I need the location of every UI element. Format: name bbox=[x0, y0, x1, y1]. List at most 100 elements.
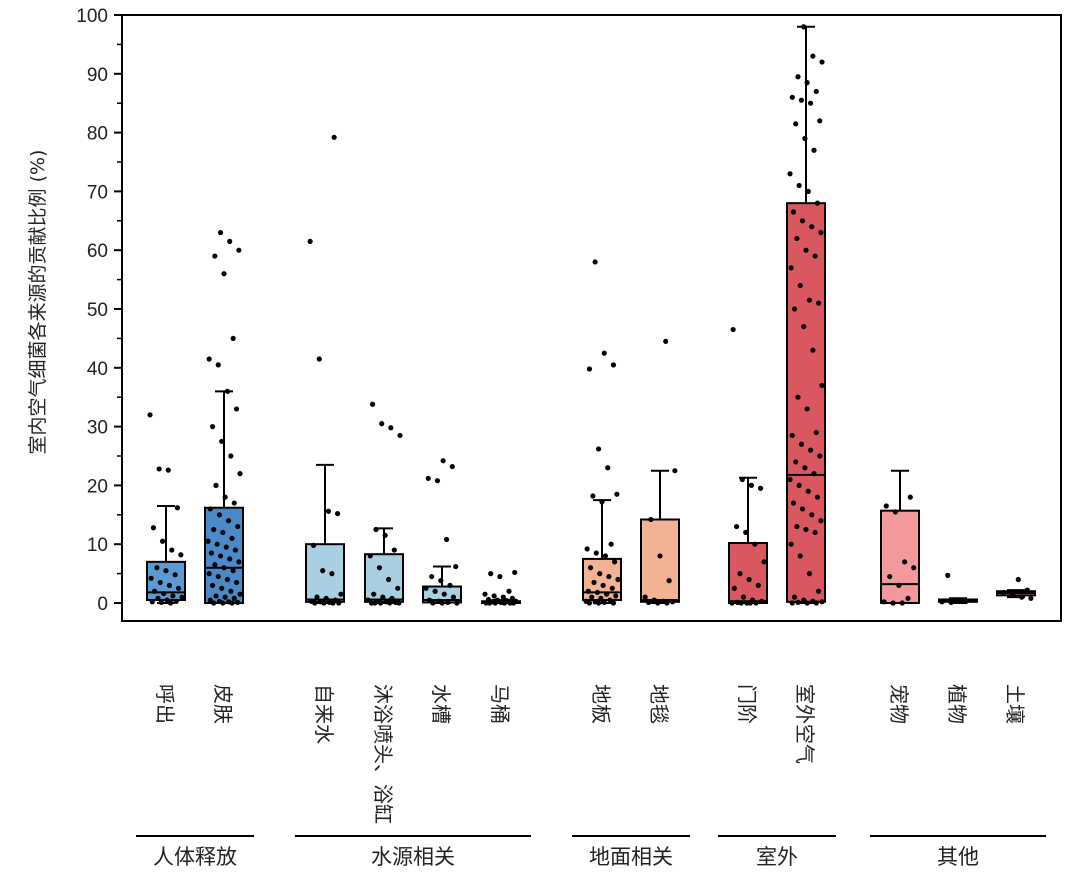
data-point bbox=[205, 538, 211, 544]
data-point bbox=[794, 523, 800, 530]
data-point bbox=[159, 538, 166, 544]
box-iqr bbox=[728, 542, 768, 604]
data-point bbox=[443, 536, 450, 543]
y-tick-label: 80 bbox=[87, 124, 108, 145]
data-point bbox=[491, 593, 497, 599]
data-point bbox=[799, 218, 806, 224]
data-point bbox=[430, 600, 436, 606]
data-point bbox=[796, 182, 802, 189]
data-point bbox=[911, 565, 917, 571]
data-point bbox=[586, 600, 593, 606]
group-label: 人体释放 bbox=[153, 845, 237, 869]
data-point bbox=[746, 576, 752, 583]
y-tick-label: 10 bbox=[87, 535, 108, 556]
data-point bbox=[598, 595, 604, 601]
box-3 bbox=[305, 463, 345, 604]
y-tick-label: 30 bbox=[87, 418, 108, 439]
data-point bbox=[224, 388, 231, 394]
data-point bbox=[331, 134, 337, 140]
data-point bbox=[365, 597, 371, 603]
points-10 bbox=[787, 24, 825, 606]
data-point bbox=[225, 518, 232, 524]
data-point bbox=[221, 271, 227, 277]
data-point bbox=[175, 585, 182, 591]
data-point bbox=[807, 100, 814, 106]
data-point bbox=[887, 573, 893, 580]
data-point bbox=[963, 598, 969, 604]
category-label: 自来水 bbox=[312, 684, 336, 744]
data-point bbox=[228, 453, 234, 459]
points-1 bbox=[147, 412, 185, 606]
data-point bbox=[663, 338, 669, 344]
data-point bbox=[794, 235, 800, 242]
data-point bbox=[382, 532, 388, 538]
data-point bbox=[1000, 589, 1007, 596]
group-室外: 室外 bbox=[718, 835, 836, 869]
data-point bbox=[733, 523, 740, 530]
data-point bbox=[233, 406, 240, 412]
data-point bbox=[235, 599, 241, 606]
data-point bbox=[657, 553, 663, 559]
data-point bbox=[216, 512, 223, 518]
y-axis-title: 室内空气细菌各来源的贡献比例 (%) bbox=[27, 150, 49, 455]
data-point bbox=[799, 506, 806, 512]
data-point bbox=[167, 600, 174, 606]
data-point bbox=[174, 505, 181, 511]
data-point bbox=[1009, 591, 1016, 597]
data-point bbox=[609, 585, 615, 591]
data-point bbox=[593, 550, 599, 556]
data-point bbox=[812, 253, 818, 259]
data-point bbox=[221, 565, 227, 571]
data-point bbox=[207, 506, 213, 512]
data-point bbox=[819, 382, 825, 389]
data-point bbox=[227, 556, 233, 562]
y-axis-ticks: 0 10 20 30 40 50 60 70 80 90 100 bbox=[76, 6, 122, 615]
data-point bbox=[601, 599, 607, 606]
data-point bbox=[222, 494, 228, 500]
box-4 bbox=[364, 527, 404, 604]
data-point bbox=[809, 224, 815, 230]
data-point bbox=[805, 488, 811, 494]
points-5 bbox=[423, 458, 460, 606]
data-point bbox=[336, 600, 342, 606]
data-point bbox=[439, 600, 445, 606]
data-point bbox=[230, 335, 236, 341]
data-point bbox=[755, 582, 761, 588]
data-point bbox=[506, 588, 512, 594]
category-label: 门阶 bbox=[735, 684, 759, 724]
data-point bbox=[939, 599, 945, 605]
data-point bbox=[169, 547, 175, 553]
data-point bbox=[149, 599, 155, 605]
data-point bbox=[890, 600, 896, 606]
data-point bbox=[804, 406, 810, 412]
data-point bbox=[206, 356, 212, 362]
box-iqr bbox=[786, 202, 826, 603]
data-point bbox=[219, 438, 225, 444]
data-point bbox=[166, 582, 173, 588]
data-point bbox=[813, 600, 819, 606]
data-point bbox=[213, 593, 219, 599]
data-point bbox=[651, 597, 657, 603]
data-point bbox=[164, 597, 170, 603]
data-point bbox=[590, 493, 596, 499]
data-point bbox=[151, 588, 158, 594]
data-point bbox=[229, 600, 235, 606]
box-iqr bbox=[305, 543, 345, 603]
points-6 bbox=[482, 569, 519, 606]
category-label: 地板 bbox=[589, 684, 613, 724]
data-point bbox=[323, 595, 329, 601]
data-point bbox=[329, 571, 335, 577]
data-point bbox=[150, 525, 157, 531]
data-point bbox=[806, 297, 813, 303]
data-point bbox=[796, 482, 802, 488]
data-point bbox=[220, 529, 226, 536]
data-point bbox=[231, 500, 237, 506]
data-point bbox=[438, 578, 444, 584]
box-8 bbox=[640, 469, 680, 604]
data-point bbox=[432, 588, 438, 594]
data-point bbox=[811, 147, 817, 153]
data-point bbox=[606, 573, 612, 580]
data-point bbox=[798, 97, 805, 103]
data-point bbox=[385, 576, 392, 583]
data-point bbox=[883, 503, 889, 509]
